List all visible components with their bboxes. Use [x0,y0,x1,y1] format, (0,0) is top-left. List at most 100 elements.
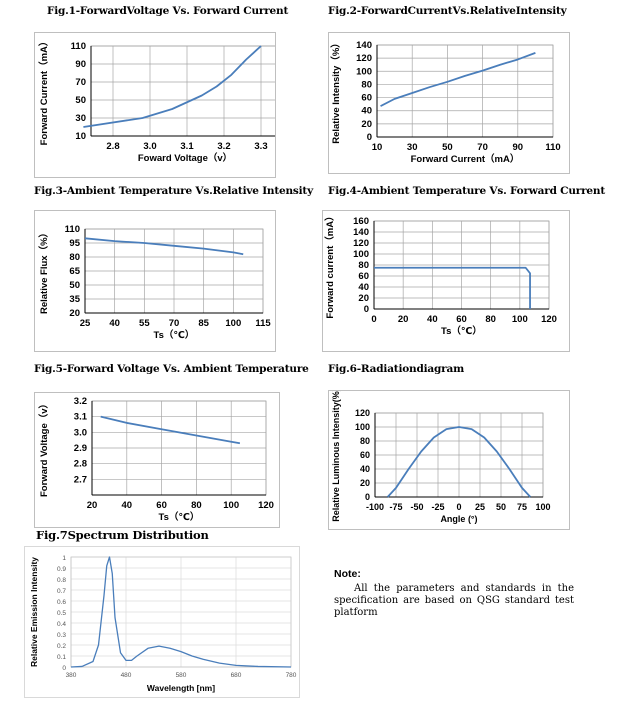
x-tick-label: -75 [389,502,402,512]
y-tick-label: 3.2 [74,396,87,407]
y-tick-label: 0 [62,665,66,672]
x-tick-label: 85 [198,318,209,329]
y-axis-label: Relative Flux（%） [38,228,50,314]
x-tick-label: 780 [286,672,297,679]
y-tick-label: 120 [355,408,370,418]
y-tick-label: 0.1 [57,654,66,661]
y-tick-label: 0 [364,304,369,315]
x-tick-label: 55 [139,318,150,329]
x-tick-label: 100 [535,502,550,512]
x-tick-label: 60 [456,314,467,325]
x-tick-label: 75 [517,502,527,512]
chart-panel-3: 20 35 50 65 80 95 110 25 40 55 70 85 100 115 Ts（℃） Rela… [34,210,276,352]
y-tick-label: 20 [69,308,80,319]
x-tick-label: 3.1 [180,141,194,152]
y-tick-label: 95 [69,238,80,249]
chart-panel-2: 0 20 40 60 80 100 120 140 10 30 50 70 90 110 Forward C… [328,32,570,174]
chart-6: 0 20 40 60 80 100 120 -100 -75 -50 -25 0 25 50 75 100 An… [331,388,551,524]
y-tick-label: 80 [361,79,372,90]
y-tick-label: 2.7 [74,474,87,485]
y-tick-label: 120 [356,53,372,64]
y-tick-label: 65 [69,266,80,277]
x-tick-label: -50 [410,502,423,512]
chart-panel-4: 0 20 40 60 80 100 120 140 160 0 20 40 60 80 100 120 Ts（℃… [322,210,570,352]
y-tick-label: 40 [360,464,370,474]
x-axis-label: Foward Voltage（v） [138,152,232,164]
x-tick-label: 380 [66,672,77,679]
y-tick-label: 140 [356,40,372,51]
x-tick-label: 115 [255,318,271,329]
x-tick-label: 680 [231,672,242,679]
y-tick-label: 0.8 [57,577,66,584]
x-tick-label: 20 [398,314,409,325]
y-tick-label: 60 [358,271,369,282]
x-tick-label: -100 [366,502,384,512]
y-axis-label: Relative Luminous Intensity(%) [331,391,341,522]
y-tick-label: 0.7 [57,588,66,595]
x-tick-label: 100 [223,500,239,511]
x-tick-label: 120 [258,500,274,511]
y-tick-label: 90 [75,59,86,70]
y-axis-label: Relative Intensity（%） [330,38,342,144]
figure-4-title: Fig.4-Ambient Temperature Vs. Forward Cu… [328,185,605,197]
y-tick-label: 40 [358,282,369,293]
x-tick-label: 50 [442,142,453,153]
y-axis-label: Forward current（mA） [324,211,336,318]
y-tick-label: 80 [360,436,370,446]
y-axis-label: Forward Voltage（v） [38,399,50,497]
y-tick-label: 50 [75,95,86,106]
x-tick-label: 70 [169,318,180,329]
y-tick-label: 20 [358,293,369,304]
y-tick-label: 40 [361,106,372,117]
x-tick-label: 80 [191,500,202,511]
x-tick-label: 40 [122,500,133,511]
data-series-line [83,45,262,128]
y-tick-label: 0.5 [57,610,66,617]
x-tick-label: 3.0 [143,141,156,152]
chart-panel-7: 0 0.1 0.2 0.3 0.4 0.5 0.6 0.7 0.8 0.9 1 380 480 580 68… [24,546,300,698]
y-tick-label: 120 [353,238,369,249]
x-axis-label: Ts（℃） [159,511,200,523]
y-tick-label: 10 [75,131,86,142]
y-tick-label: 0.2 [57,643,66,650]
y-tick-label: 70 [75,77,86,88]
x-axis-label: Forward Current（mA） [411,153,520,165]
y-tick-label: 100 [355,422,370,432]
x-tick-label: 100 [512,314,528,325]
note-block: Note: All the parameters and standards i… [334,568,574,619]
x-tick-label: 90 [513,142,524,153]
figure-5-title: Fig.5-Forward Voltage Vs. Ambient Temper… [34,363,309,375]
chart-panel-5: 2.7 2.8 2.9 3.0 3.1 3.2 20 40 60 80 100 120 Ts（℃） For… [34,392,280,528]
x-axis-label: Wavelength [nm] [147,683,215,693]
x-tick-label: -25 [431,502,444,512]
data-series-line [380,52,536,107]
x-tick-label: 20 [87,500,98,511]
y-tick-label: 110 [65,224,80,235]
x-tick-label: 120 [541,314,557,325]
chart-1: 10 30 50 70 90 110 2.8 3.0 3.1 3.2 3.3 Foward Volta… [38,37,280,164]
x-tick-label: 2.8 [106,141,119,152]
x-tick-label: 3.3 [254,141,267,152]
chart-7: 0 0.1 0.2 0.3 0.4 0.5 0.6 0.7 0.8 0.9 1 380 480 580 68… [29,555,297,693]
y-tick-label: 35 [69,294,80,305]
x-tick-label: 3.2 [217,141,230,152]
x-tick-label: 110 [545,142,560,153]
y-tick-label: 160 [353,216,369,227]
x-tick-label: 25 [475,502,485,512]
y-tick-label: 2.8 [74,459,87,470]
x-tick-label: 40 [109,318,120,329]
y-axis-label: Forward Current（mA） [38,37,50,146]
chart-2: 0 20 40 60 80 100 120 140 10 30 50 70 90 110 Forward C… [330,38,561,165]
note-text: All the parameters and standards in the … [334,583,574,618]
chart-5: 2.7 2.8 2.9 3.0 3.1 3.2 20 40 60 80 100 120 Ts（℃） For… [38,396,274,523]
y-tick-label: 60 [361,93,372,104]
y-tick-label: 0.6 [57,599,66,606]
y-tick-label: 0.4 [57,621,66,628]
data-series-line [374,266,531,309]
x-tick-label: 480 [121,672,132,679]
data-series-line [100,415,241,445]
y-tick-label: 100 [356,66,372,77]
x-tick-label: 30 [407,142,418,153]
y-tick-label: 20 [361,119,372,130]
